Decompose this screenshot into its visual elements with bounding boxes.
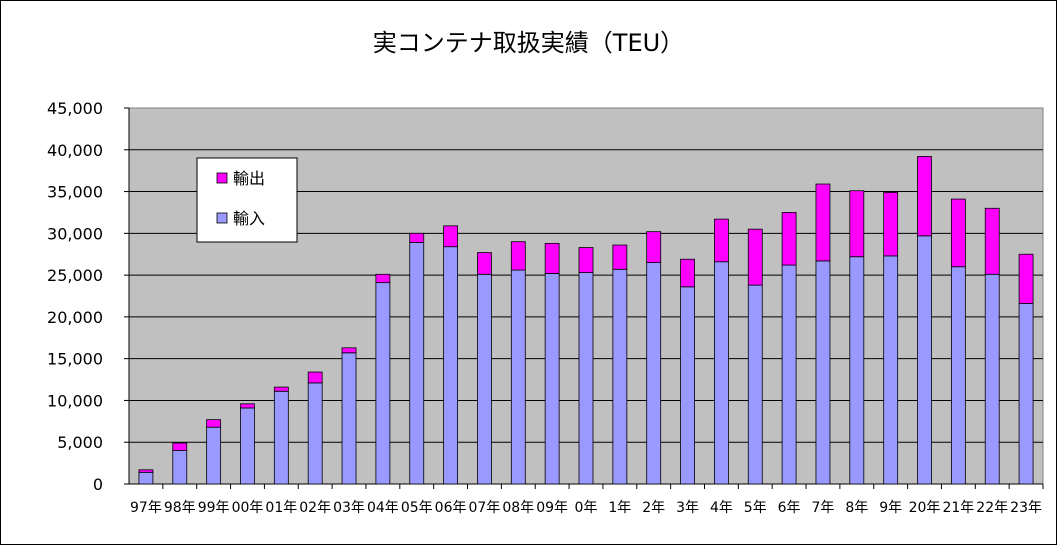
y-tick-label: 10,000	[47, 391, 103, 410]
y-tick-label: 5,000	[57, 433, 103, 452]
y-tick-label: 35,000	[47, 183, 103, 202]
bar-import	[984, 273, 1000, 485]
bar-import	[747, 284, 763, 485]
bar-export	[680, 258, 695, 288]
x-tick-label: 05年	[401, 500, 433, 516]
bar-export	[883, 191, 899, 257]
legend-label: 輸入	[233, 209, 265, 228]
x-tick-label: 5年	[744, 500, 767, 516]
bar-import	[273, 390, 289, 485]
y-tick-label: 40,000	[47, 141, 103, 160]
x-tick-label: 4年	[710, 500, 733, 516]
x-tick-label: 98年	[164, 500, 196, 516]
bar-import	[510, 269, 526, 485]
x-tick-label: 04年	[367, 500, 399, 516]
bar-export	[578, 247, 594, 274]
bar-export	[510, 241, 526, 271]
x-tick-label: 07年	[469, 500, 501, 516]
bar-import	[240, 407, 255, 485]
bar-export	[950, 198, 966, 268]
x-tick-label: 06年	[435, 500, 467, 516]
bar-import	[714, 261, 729, 485]
x-tick-label: 7年	[812, 500, 835, 516]
bar-export	[544, 242, 560, 274]
bar-import	[341, 352, 357, 485]
bar-export	[273, 386, 289, 392]
bar-import	[138, 471, 154, 485]
bar-export	[815, 183, 831, 262]
bar-import	[477, 273, 492, 485]
bar-import	[646, 262, 662, 485]
x-tick-label: 3年	[676, 500, 699, 516]
bar-import	[680, 286, 695, 485]
bar-import	[375, 282, 391, 485]
bar-import	[950, 266, 966, 485]
x-tick-label: 23年	[1010, 500, 1042, 516]
bar-export	[409, 232, 425, 243]
x-tick-label: 09年	[536, 500, 568, 516]
bar-import	[206, 426, 222, 485]
legend-swatch	[216, 212, 228, 224]
legend	[196, 157, 298, 243]
bar-export	[240, 403, 255, 409]
bar-export	[341, 347, 357, 354]
bar-import	[849, 256, 865, 485]
bar-export	[172, 442, 188, 451]
x-tick-label: 03年	[333, 500, 365, 516]
bar-export	[375, 273, 391, 284]
x-tick-label: 08年	[502, 500, 534, 516]
y-tick-label: 15,000	[47, 350, 103, 369]
legend-swatch	[216, 172, 228, 184]
y-tick-label: 45,000	[47, 99, 103, 118]
y-tick-label: 20,000	[47, 308, 103, 327]
x-tick-label: 8年	[845, 500, 868, 516]
bar-export	[443, 225, 458, 248]
bar-export	[714, 218, 729, 263]
x-tick-label: 20年	[909, 500, 941, 516]
bar-export	[781, 212, 797, 266]
bar-import	[409, 242, 425, 485]
chart-title: 実コンテナ取扱実績（TEU）	[372, 29, 685, 57]
y-tick-label: 30,000	[47, 224, 103, 243]
bar-export	[917, 156, 932, 237]
bar-export	[612, 244, 628, 270]
bar-import	[883, 255, 899, 485]
bar-export	[646, 231, 662, 263]
x-tick-label: 97年	[130, 500, 162, 516]
bar-export	[477, 252, 492, 275]
bar-export	[1018, 253, 1034, 304]
x-tick-label: 02年	[299, 500, 331, 516]
bar-export	[849, 190, 865, 258]
bar-import	[578, 272, 594, 485]
x-tick-label: 1年	[608, 500, 631, 516]
x-tick-label: 99年	[198, 500, 230, 516]
bar-import	[612, 268, 628, 485]
bar-import	[1018, 303, 1034, 485]
bar-import	[815, 260, 831, 485]
x-tick-label: 01年	[265, 500, 297, 516]
bar-export	[206, 419, 222, 428]
x-tick-label: 00年	[232, 500, 264, 516]
bar-import	[307, 382, 323, 485]
x-tick-label: 2年	[642, 500, 665, 516]
bar-export	[747, 228, 763, 286]
y-tick-label: 0	[93, 475, 103, 494]
x-tick-label: 21年	[942, 500, 974, 516]
bar-export	[307, 371, 323, 384]
bar-import	[781, 264, 797, 485]
bar-import	[917, 235, 932, 485]
y-tick-label: 25,000	[47, 266, 103, 285]
x-tick-label: 0年	[575, 500, 598, 516]
legend-label: 輸出	[233, 169, 265, 188]
bar-import	[443, 246, 458, 485]
x-tick-label: 9年	[879, 500, 902, 516]
bar-import	[172, 450, 188, 485]
x-tick-label: 6年	[778, 500, 801, 516]
bar-import	[544, 273, 560, 485]
bar-export	[138, 469, 154, 473]
bar-export	[984, 207, 1000, 275]
x-tick-label: 22年	[976, 500, 1008, 516]
